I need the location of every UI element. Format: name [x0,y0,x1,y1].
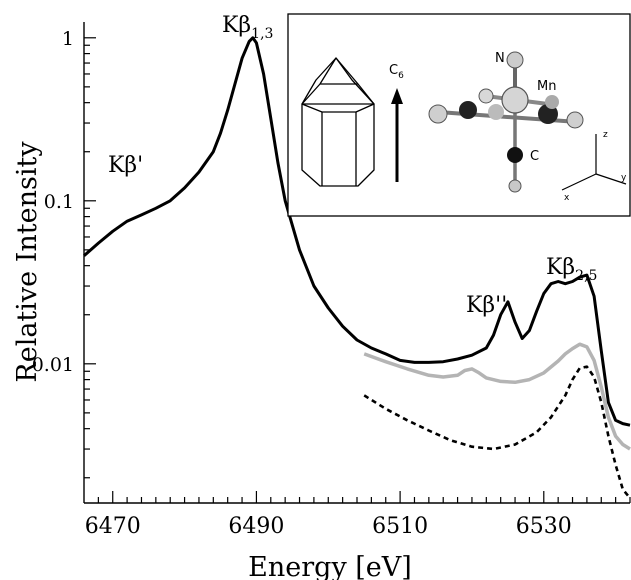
series-line-dotted-black [364,367,630,498]
y-axis-title: Relative Intensity [12,141,43,383]
annotation-kbeta25: Kβ2,5 [546,255,597,284]
annotation-kbeta13-base: Kβ [222,13,251,38]
z-axis-label: z [603,130,608,140]
structure-inset: C6 N Mn C z x y [288,14,630,216]
y-axis-label-inset: y [621,173,627,183]
annotation-kbeta13-sub: 1,3 [251,26,273,42]
x-tick-label: 6470 [85,514,141,539]
x-axis-title: Energy [eV] [248,552,412,580]
c6-label-sub: 6 [398,71,404,81]
annotation-kbeta-prime: Kβ' [108,153,143,178]
y-tick-label: 1 [62,28,74,50]
c-atom-label: C [530,149,539,164]
y-tick-label: 0.1 [44,191,74,213]
x-tick-label: 6530 [516,514,572,539]
x-tick-label: 6490 [228,514,284,539]
mn-atom-label: Mn [537,79,556,94]
x-tick-label: 6510 [372,514,428,539]
x-axis-label-inset: x [564,193,570,203]
annotation-kbeta25-sub: 2,5 [575,268,597,284]
annotation-kbeta25-base: Kβ [546,255,575,280]
annotation-kbeta-double-prime: Kβ'' [466,293,507,318]
annotation-kbeta13: Kβ1,3 [222,13,273,42]
n-atom-label: N [495,51,505,66]
c6-label-base: C [389,63,398,78]
